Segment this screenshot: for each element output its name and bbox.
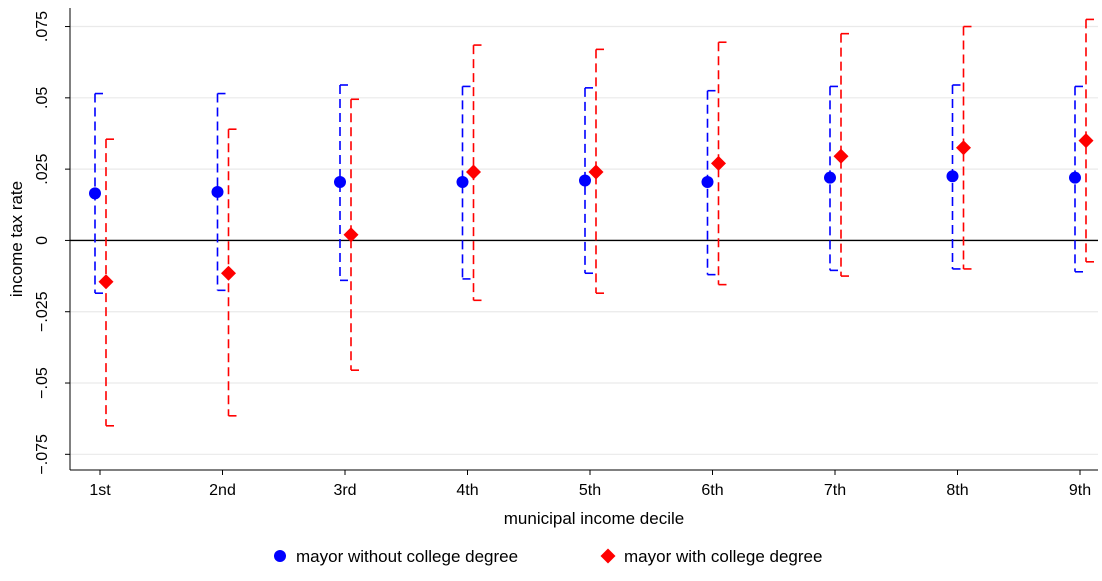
x-tick-label: 8th [946,482,968,499]
legend-label: mayor with college degree [624,547,822,566]
point-estimate-diamond [1078,133,1094,149]
x-tick-label: 9th [1069,482,1091,499]
legend: mayor without college degree mayor with c… [274,547,822,566]
point-estimate-circle [89,187,101,200]
point-estimate-diamond [343,227,359,243]
point-estimate-diamond [833,148,849,164]
x-tick-label: 3rd [333,482,356,499]
legend-label: mayor without college degree [296,547,518,566]
legend-marker-circle [274,550,286,562]
x-tick-label: 4th [456,482,478,499]
point-estimate-circle [824,171,836,184]
y-tick-label: .025 [34,153,51,184]
y-tick-label: .05 [34,87,51,109]
point-estimate-circle [701,175,714,188]
point-estimate-circle [456,175,469,188]
point-estimate-circle [579,174,591,187]
point-estimate-circle [334,175,346,188]
x-tick-label: 5th [579,482,601,499]
x-tick-label: 1st [89,482,111,499]
point-estimate-diamond [221,265,236,281]
x-tick-label: 7th [824,482,846,499]
legend-marker-diamond [600,548,616,564]
y-tick-label: −.075 [34,434,51,475]
axis-layer: −.075 −.05 −.025 0 .025 .05 .075 1st 2nd 3rd 4th 5t… [7,8,1098,528]
y-tick-label: −.025 [34,291,51,332]
y-tick-label: 0 [34,236,51,245]
x-tick-label: 2nd [209,482,236,499]
point-estimate-diamond [711,155,726,171]
point-estimate-circle [211,185,224,198]
x-axis-title: municipal income decile [504,509,684,528]
y-tick-label: .075 [34,11,51,42]
point-estimate-diamond [98,274,114,290]
y-axis-title: income tax rate [7,181,26,297]
point-estimate-circle [946,170,959,183]
point-estimate-diamond [956,140,971,156]
point-estimate-diamond [588,164,604,180]
y-tick-label: −.05 [34,367,51,399]
series-layer [89,18,1094,427]
point-estimate-diamond [466,164,481,180]
point-estimate-circle [1069,171,1081,184]
x-tick-label: 6th [701,482,723,499]
